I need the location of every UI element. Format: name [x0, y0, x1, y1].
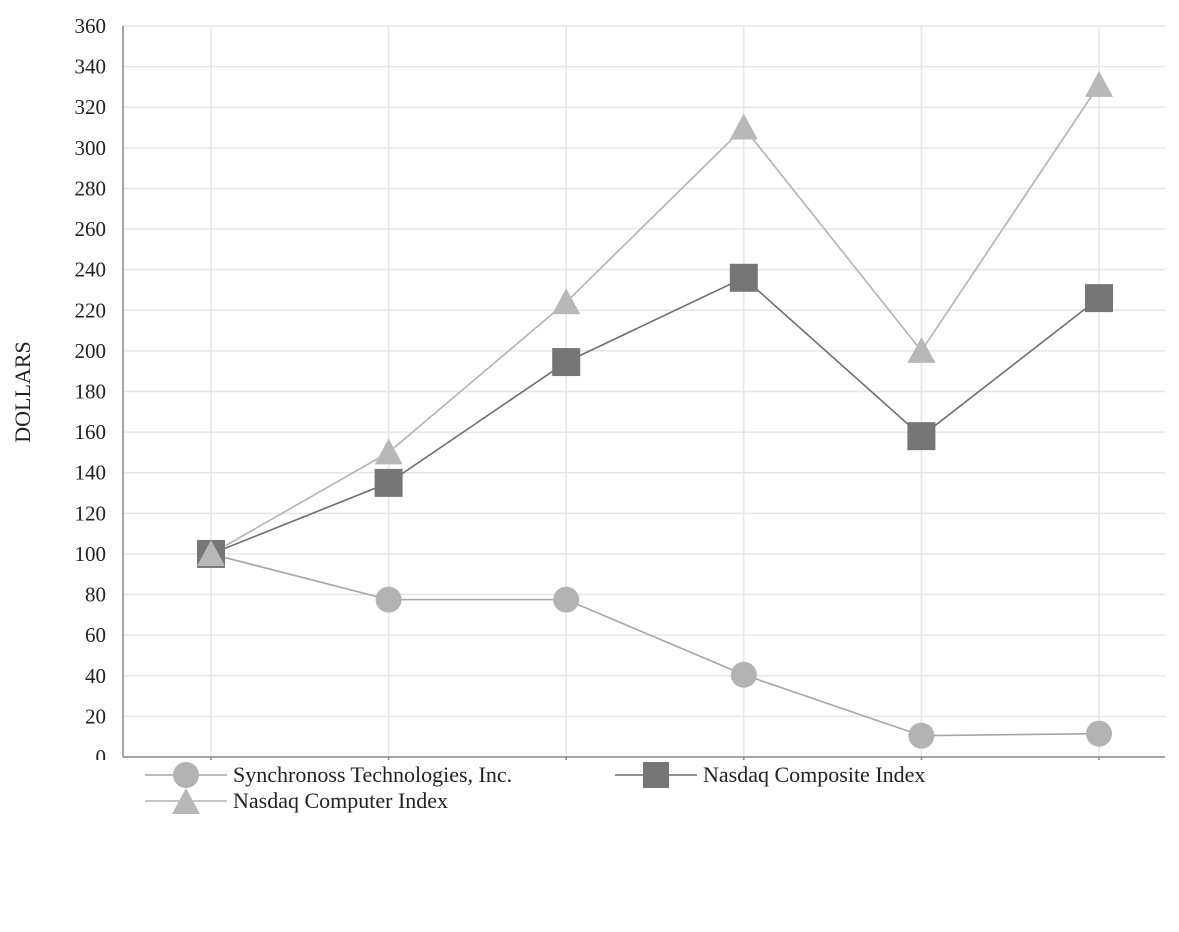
series-2-point-1	[375, 438, 403, 464]
y-tick-label-100: 100	[75, 542, 107, 566]
series-0-point-2	[553, 587, 579, 613]
legend-square-marker	[615, 759, 697, 791]
axes	[123, 26, 1165, 760]
grid-lines	[123, 26, 1165, 757]
y-tick-label-40: 40	[85, 664, 106, 688]
legend-item-nasdaq-composite: Nasdaq Composite Index	[615, 759, 925, 791]
series-2-point-3	[730, 114, 758, 140]
y-tick-label-260: 260	[75, 217, 107, 241]
y-tick-label-220: 220	[75, 298, 107, 322]
y-tick-label-160: 160	[75, 420, 107, 444]
y-tick-label-240: 240	[75, 258, 107, 282]
y-tick-label-180: 180	[75, 380, 107, 404]
series	[197, 71, 1113, 749]
y-tick-label-200: 200	[75, 339, 107, 363]
y-tick-label-20: 20	[85, 704, 106, 728]
series-1-point-2	[552, 348, 580, 376]
series-1-point-1	[375, 469, 403, 497]
series-line-0	[211, 554, 1099, 736]
legend-item-nasdaq-computer: Nasdaq Computer Index	[145, 785, 448, 817]
series-line-1	[211, 278, 1099, 554]
line-chart: 0 20 40 60 80 100 120 140 160 180 200 220 240 260 280 3…	[0, 0, 1179, 760]
legend-label-nasdaq-computer: Nasdaq Computer Index	[233, 788, 448, 814]
y-tick-label-360: 360	[75, 14, 107, 38]
y-tick-label-340: 340	[75, 55, 107, 79]
series-1-point-4	[907, 422, 935, 450]
legend-label-nasdaq-composite: Nasdaq Composite Index	[703, 762, 925, 788]
series-0-point-3	[731, 662, 757, 688]
y-tick-label-300: 300	[75, 136, 107, 160]
series-0-point-4	[908, 723, 934, 749]
series-1-point-3	[730, 264, 758, 292]
legend-triangle-marker	[145, 785, 227, 817]
series-0-point-5	[1086, 721, 1112, 747]
y-tick-label-320: 320	[75, 95, 107, 119]
y-tick-label-120: 120	[75, 501, 107, 525]
legend: Synchronoss Technologies, Inc. Nasdaq Co…	[145, 758, 1145, 928]
y-axis-title: DOLLARS	[10, 341, 35, 442]
y-tick-label-280: 280	[75, 176, 107, 200]
y-tick-label-60: 60	[85, 623, 106, 647]
y-tick-labels: 0 20 40 60 80 100 120 140 160 180 200 220 240 260 280 3…	[75, 14, 107, 760]
series-2-point-5	[1085, 71, 1113, 97]
series-1-point-5	[1085, 284, 1113, 312]
y-tick-label-0: 0	[96, 745, 107, 760]
y-tick-label-80: 80	[85, 583, 106, 607]
series-0-point-1	[376, 587, 402, 613]
y-tick-label-140: 140	[75, 461, 107, 485]
series-2-point-4	[907, 337, 935, 363]
